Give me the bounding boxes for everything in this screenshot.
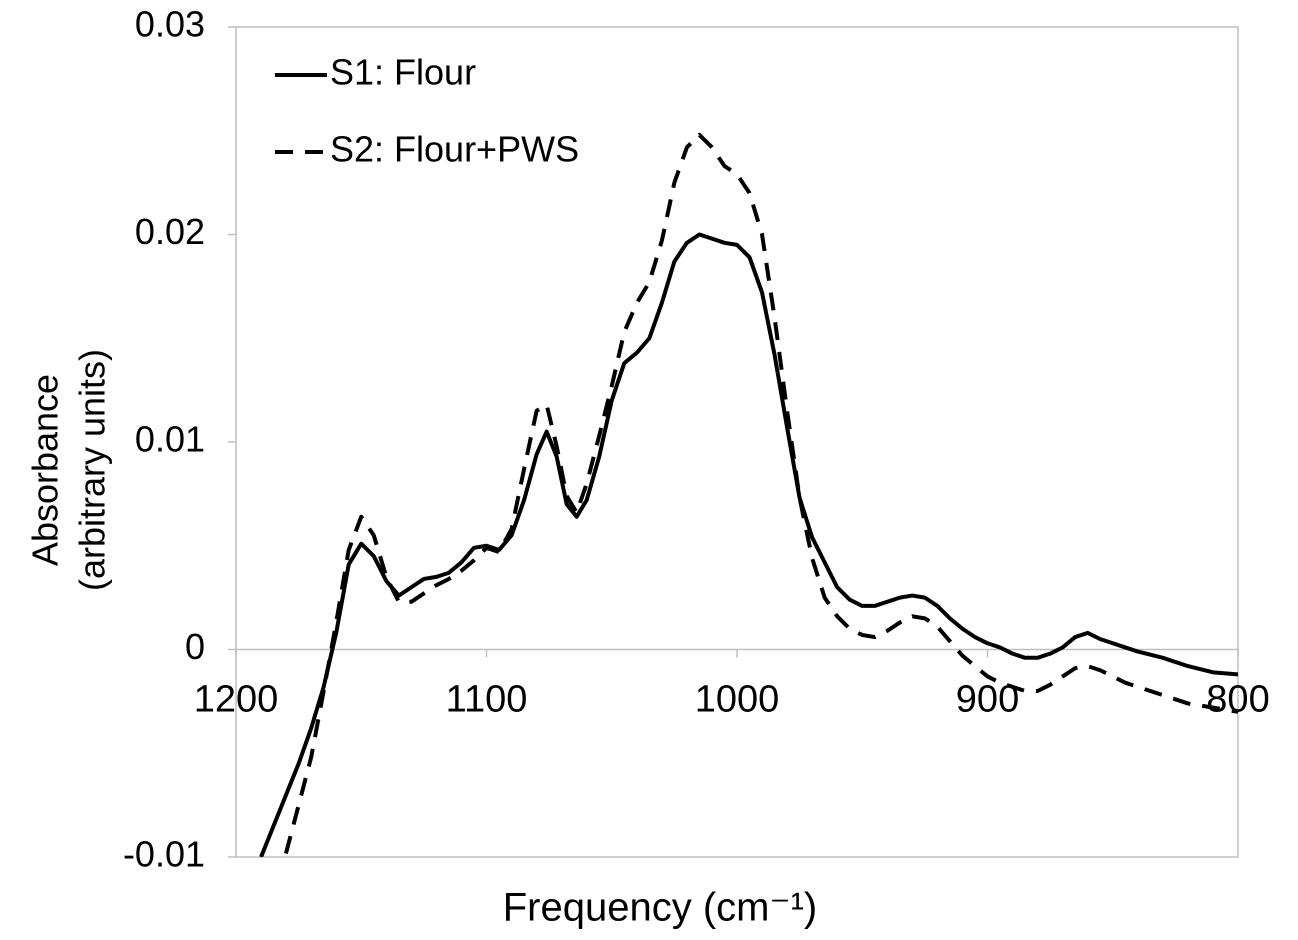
y-axis-title: (arbitrary units)	[72, 349, 113, 591]
y-axis-title: Absorbance	[25, 374, 66, 566]
legend-label: S1: Flour	[330, 52, 476, 93]
y-tick-label: 0.02	[135, 211, 205, 252]
y-tick-label: 0.03	[135, 4, 205, 45]
x-tick-label: 800	[1206, 679, 1269, 721]
x-tick-label: 1100	[446, 679, 528, 721]
x-tick-label: 1200	[194, 679, 279, 721]
series-line	[282, 132, 1238, 857]
legend-label: S2: Flour+PWS	[330, 129, 579, 170]
x-axis-title: Frequency (cm⁻¹)	[503, 886, 818, 930]
y-tick-label: 0.01	[135, 419, 205, 460]
series-line	[259, 232, 1238, 857]
x-tick-label: 1000	[695, 679, 780, 721]
y-tick-label: -0.01	[123, 834, 205, 875]
y-tick-label: 0	[185, 626, 205, 667]
